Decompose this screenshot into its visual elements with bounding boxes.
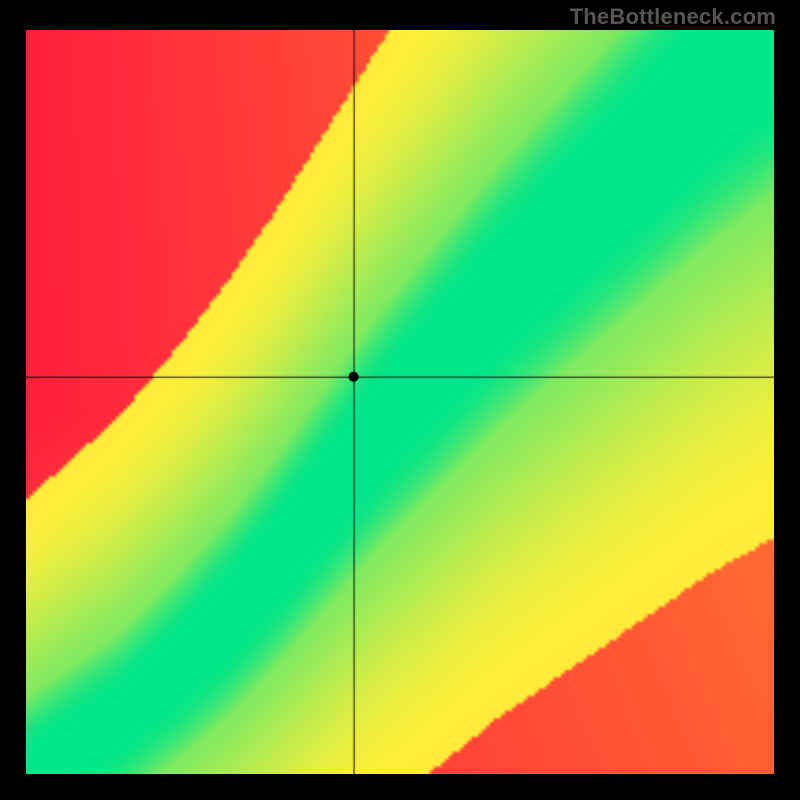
chart-root: TheBottleneck.com bbox=[0, 0, 800, 800]
crosshair-overlay bbox=[26, 30, 774, 774]
attribution-text: TheBottleneck.com bbox=[570, 4, 776, 30]
plot-area bbox=[26, 30, 774, 774]
